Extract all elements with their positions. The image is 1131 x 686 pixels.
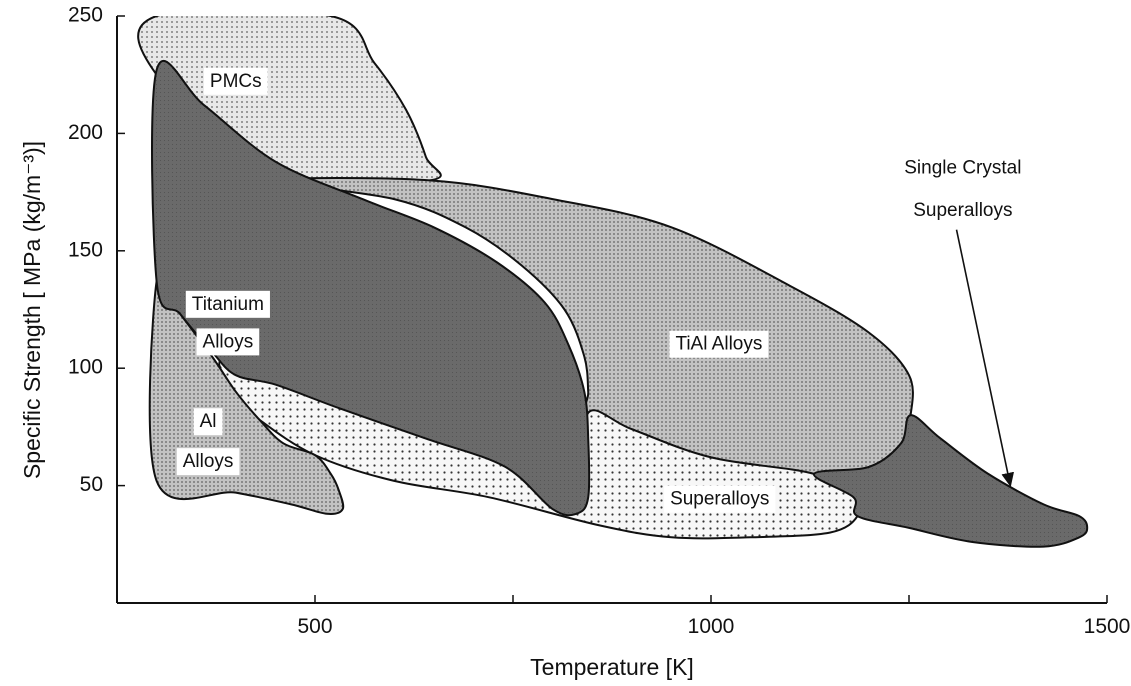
y-axis-title: Specific Strength [ MPa (kg/m⁻³)] — [19, 141, 45, 479]
label-titanium-alloys: Titanium — [192, 294, 264, 315]
label-box — [176, 448, 240, 476]
label-al-alloys: Alloys — [183, 451, 234, 472]
y-tick-label: 100 — [68, 356, 103, 379]
x-tick-label: 1000 — [688, 615, 735, 638]
y-tick-label: 200 — [68, 121, 103, 144]
y-tick-label: 50 — [80, 473, 103, 496]
region-single-crystal-superalloys — [812, 414, 1089, 548]
x-tick-label: 1500 — [1084, 615, 1131, 638]
regions — [137, 16, 1089, 548]
label-box — [196, 328, 260, 356]
label-titanium-alloys: Alloys — [203, 331, 254, 352]
label-pmcs: PMCs — [210, 71, 262, 92]
label-box — [669, 330, 769, 358]
label-single-crystal-superalloys: Single Crystal — [904, 158, 1021, 179]
y-tick-label: 250 — [68, 4, 103, 27]
x-tick-label: 500 — [297, 615, 332, 638]
label-tial-alloys: TiAl Alloys — [675, 334, 762, 355]
label-single-crystal-superalloys: Superalloys — [913, 200, 1012, 221]
x-axis-title: Temperature [K] — [530, 654, 694, 680]
label-box — [185, 290, 270, 318]
axes: 500 1000 1500 50 100 150 200 250 — [68, 4, 1130, 638]
label-al-alloys: Al — [200, 411, 217, 432]
label-box — [203, 67, 268, 95]
label-superalloys: Superalloys — [670, 489, 769, 510]
single-crystal-arrow — [955, 229, 1015, 488]
annotations: PMCs Titanium Alloys TiAl Alloys Al Alloys Sup… — [176, 67, 1021, 513]
label-box — [664, 485, 776, 513]
label-box — [193, 408, 223, 436]
y-tick-label: 150 — [68, 238, 103, 261]
